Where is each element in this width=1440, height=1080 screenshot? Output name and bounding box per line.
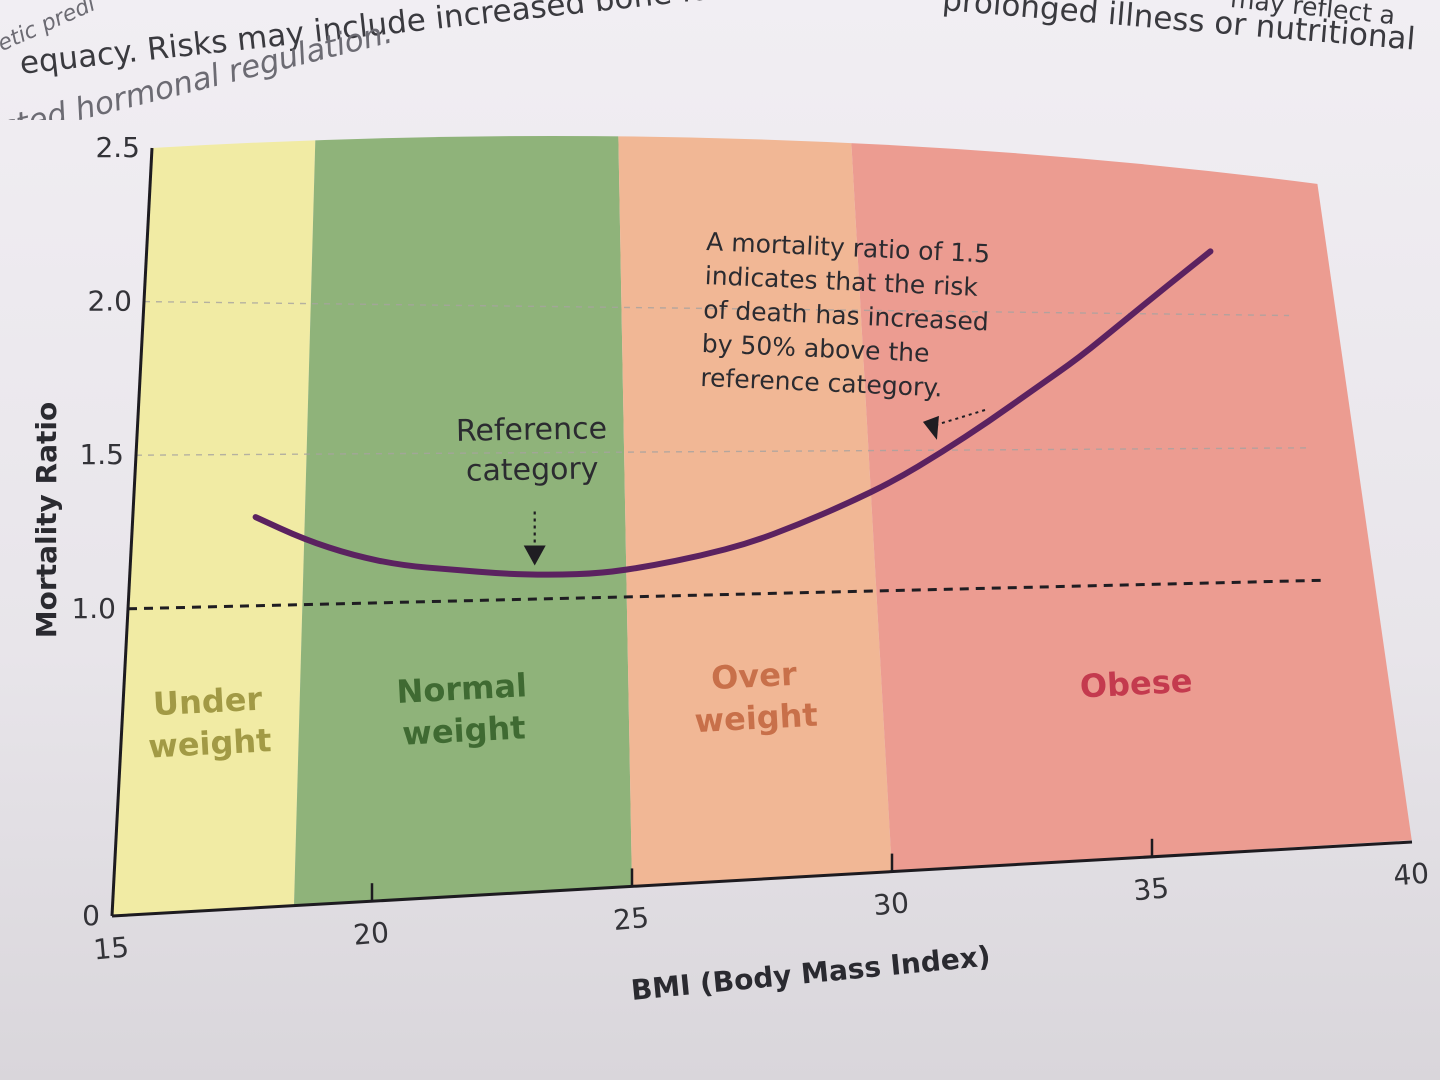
category-label-line: weight — [147, 721, 272, 765]
x-tick-label-1: 15 — [92, 931, 130, 967]
reference-arrow-head — [523, 545, 546, 566]
series-layer — [252, 248, 1214, 578]
y-tick-label-1: 0 — [82, 899, 100, 932]
reference-line — [127, 578, 1325, 611]
x-tick-label-6: 40 — [1392, 857, 1430, 893]
category-label-line: Normal — [396, 666, 528, 711]
y-tick-label-3: 1.5 — [79, 438, 124, 471]
category-label-1: Underweight — [145, 679, 272, 765]
category-label-line: Obese — [1079, 662, 1193, 706]
mortality-curve — [252, 248, 1214, 578]
y-axis-title: Mortality Ratio — [30, 402, 63, 638]
x-axis-line — [111, 840, 1413, 918]
y-axis-line — [110, 147, 154, 917]
annotation-line: category — [466, 451, 599, 488]
category-label-line: Under — [152, 680, 263, 724]
y-tick-label-5: 2.5 — [95, 131, 140, 164]
x-tick-label-5: 35 — [1132, 871, 1170, 907]
reference-category-annotation: Referencecategory — [456, 411, 608, 489]
category-label-4: Obese — [1079, 662, 1193, 706]
x-tick-label-4: 30 — [872, 886, 910, 922]
gridline-y-1 — [135, 447, 1307, 456]
category-band-4 — [850, 136, 1412, 872]
x-axis-title: BMI (Body Mass Index) — [630, 940, 992, 1007]
mortality-arrow-head — [922, 415, 939, 440]
mortality-arrow-line — [932, 409, 986, 427]
x-tick-label-2: 20 — [352, 916, 390, 952]
x-tick-label-3: 25 — [612, 901, 650, 937]
gridlines — [127, 300, 1325, 611]
axes — [110, 147, 1413, 918]
category-band-2 — [294, 136, 632, 906]
annotation-line: Reference — [456, 411, 608, 449]
category-band-1 — [112, 136, 316, 916]
category-label-3: Overweight — [691, 654, 818, 740]
category-label-line: Over — [710, 655, 798, 697]
category-bands — [112, 136, 1412, 916]
category-label-2: Normalweight — [396, 666, 530, 753]
tick-labels: 15 20 25 30 35 40 0 1.0 1.5 2.0 2.5 — [71, 131, 1430, 967]
y-tick-label-4: 2.0 — [87, 285, 132, 318]
category-label-line: weight — [694, 696, 819, 740]
category-label-line: weight — [401, 708, 526, 752]
y-tick-label-2: 1.0 — [71, 592, 116, 625]
